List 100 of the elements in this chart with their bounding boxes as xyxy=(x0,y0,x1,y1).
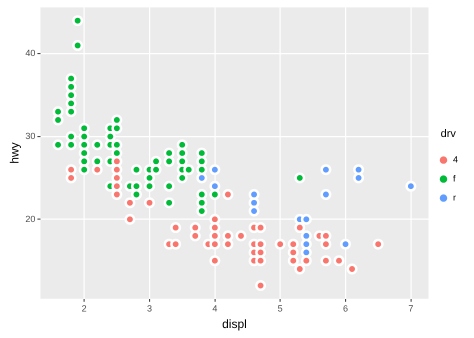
x-axis-title: displ xyxy=(222,317,247,332)
point xyxy=(78,131,90,142)
point xyxy=(176,172,188,184)
point xyxy=(346,264,358,274)
point xyxy=(196,156,208,167)
point xyxy=(255,246,266,258)
point xyxy=(111,114,122,126)
point xyxy=(111,180,122,192)
x-tick-label: 2 xyxy=(82,304,87,314)
point xyxy=(170,238,182,250)
point xyxy=(111,139,122,150)
point xyxy=(288,255,299,266)
point xyxy=(288,238,299,250)
point xyxy=(294,222,306,234)
point xyxy=(92,139,103,150)
x-tick-label: 6 xyxy=(343,304,348,314)
y-tick-label: 20 xyxy=(25,214,36,224)
point xyxy=(255,238,266,250)
point xyxy=(164,180,175,192)
y-axis-title: hwy xyxy=(8,142,22,164)
point xyxy=(92,164,103,176)
point xyxy=(124,214,136,225)
point xyxy=(320,255,332,266)
point xyxy=(294,172,306,184)
point xyxy=(209,238,220,250)
point xyxy=(334,255,344,266)
point xyxy=(66,164,77,176)
point xyxy=(150,156,162,167)
point xyxy=(222,230,234,242)
point xyxy=(300,230,312,242)
point xyxy=(255,280,266,292)
point xyxy=(196,197,208,208)
point xyxy=(274,238,286,250)
point xyxy=(209,255,220,266)
point xyxy=(190,230,201,242)
point xyxy=(248,197,260,208)
point xyxy=(405,180,416,192)
point xyxy=(66,139,77,150)
legend-label: 4 xyxy=(452,154,458,165)
legend-title: drv xyxy=(440,128,456,140)
point xyxy=(111,122,122,134)
point xyxy=(209,214,220,225)
point xyxy=(222,238,234,250)
point xyxy=(111,189,122,200)
point xyxy=(150,164,162,176)
point xyxy=(78,164,90,176)
point xyxy=(66,98,77,109)
point xyxy=(131,180,142,192)
y-tick-label: 40 xyxy=(25,48,36,58)
point xyxy=(72,40,84,51)
point xyxy=(183,164,194,176)
point xyxy=(209,180,220,192)
point xyxy=(164,197,175,208)
point xyxy=(300,246,312,258)
point xyxy=(209,164,220,176)
point xyxy=(131,164,142,176)
point xyxy=(144,172,155,184)
point xyxy=(52,114,64,126)
x-tick-label: 4 xyxy=(212,304,218,314)
point xyxy=(320,238,332,250)
point xyxy=(255,222,266,234)
point xyxy=(144,197,155,208)
legend-label: f xyxy=(452,174,456,184)
point xyxy=(300,214,312,225)
x-tick-label: 3 xyxy=(147,304,152,314)
point xyxy=(300,238,312,250)
point xyxy=(111,164,122,176)
point xyxy=(196,206,208,216)
point xyxy=(66,81,77,92)
point xyxy=(222,189,234,200)
point xyxy=(294,264,306,274)
point xyxy=(320,164,332,176)
point xyxy=(66,90,77,101)
legend-label: r xyxy=(452,192,456,203)
point xyxy=(196,189,208,200)
point xyxy=(353,172,364,184)
point xyxy=(176,139,188,150)
point xyxy=(92,156,103,167)
point xyxy=(255,255,266,266)
point xyxy=(131,189,142,200)
y-tick-label: 30 xyxy=(25,131,36,142)
point xyxy=(66,131,77,142)
point xyxy=(111,156,122,167)
point xyxy=(124,197,136,208)
point xyxy=(72,15,84,26)
point xyxy=(78,156,90,167)
point xyxy=(209,230,220,242)
point xyxy=(144,180,155,192)
point xyxy=(248,189,260,200)
point xyxy=(248,206,260,216)
point xyxy=(176,156,188,167)
point xyxy=(288,246,299,258)
point xyxy=(353,164,364,176)
point xyxy=(236,230,246,242)
point xyxy=(340,238,351,250)
x-tick-label: 7 xyxy=(408,304,414,314)
point xyxy=(300,255,312,266)
point xyxy=(78,139,90,150)
point xyxy=(78,122,90,134)
point xyxy=(170,222,182,234)
